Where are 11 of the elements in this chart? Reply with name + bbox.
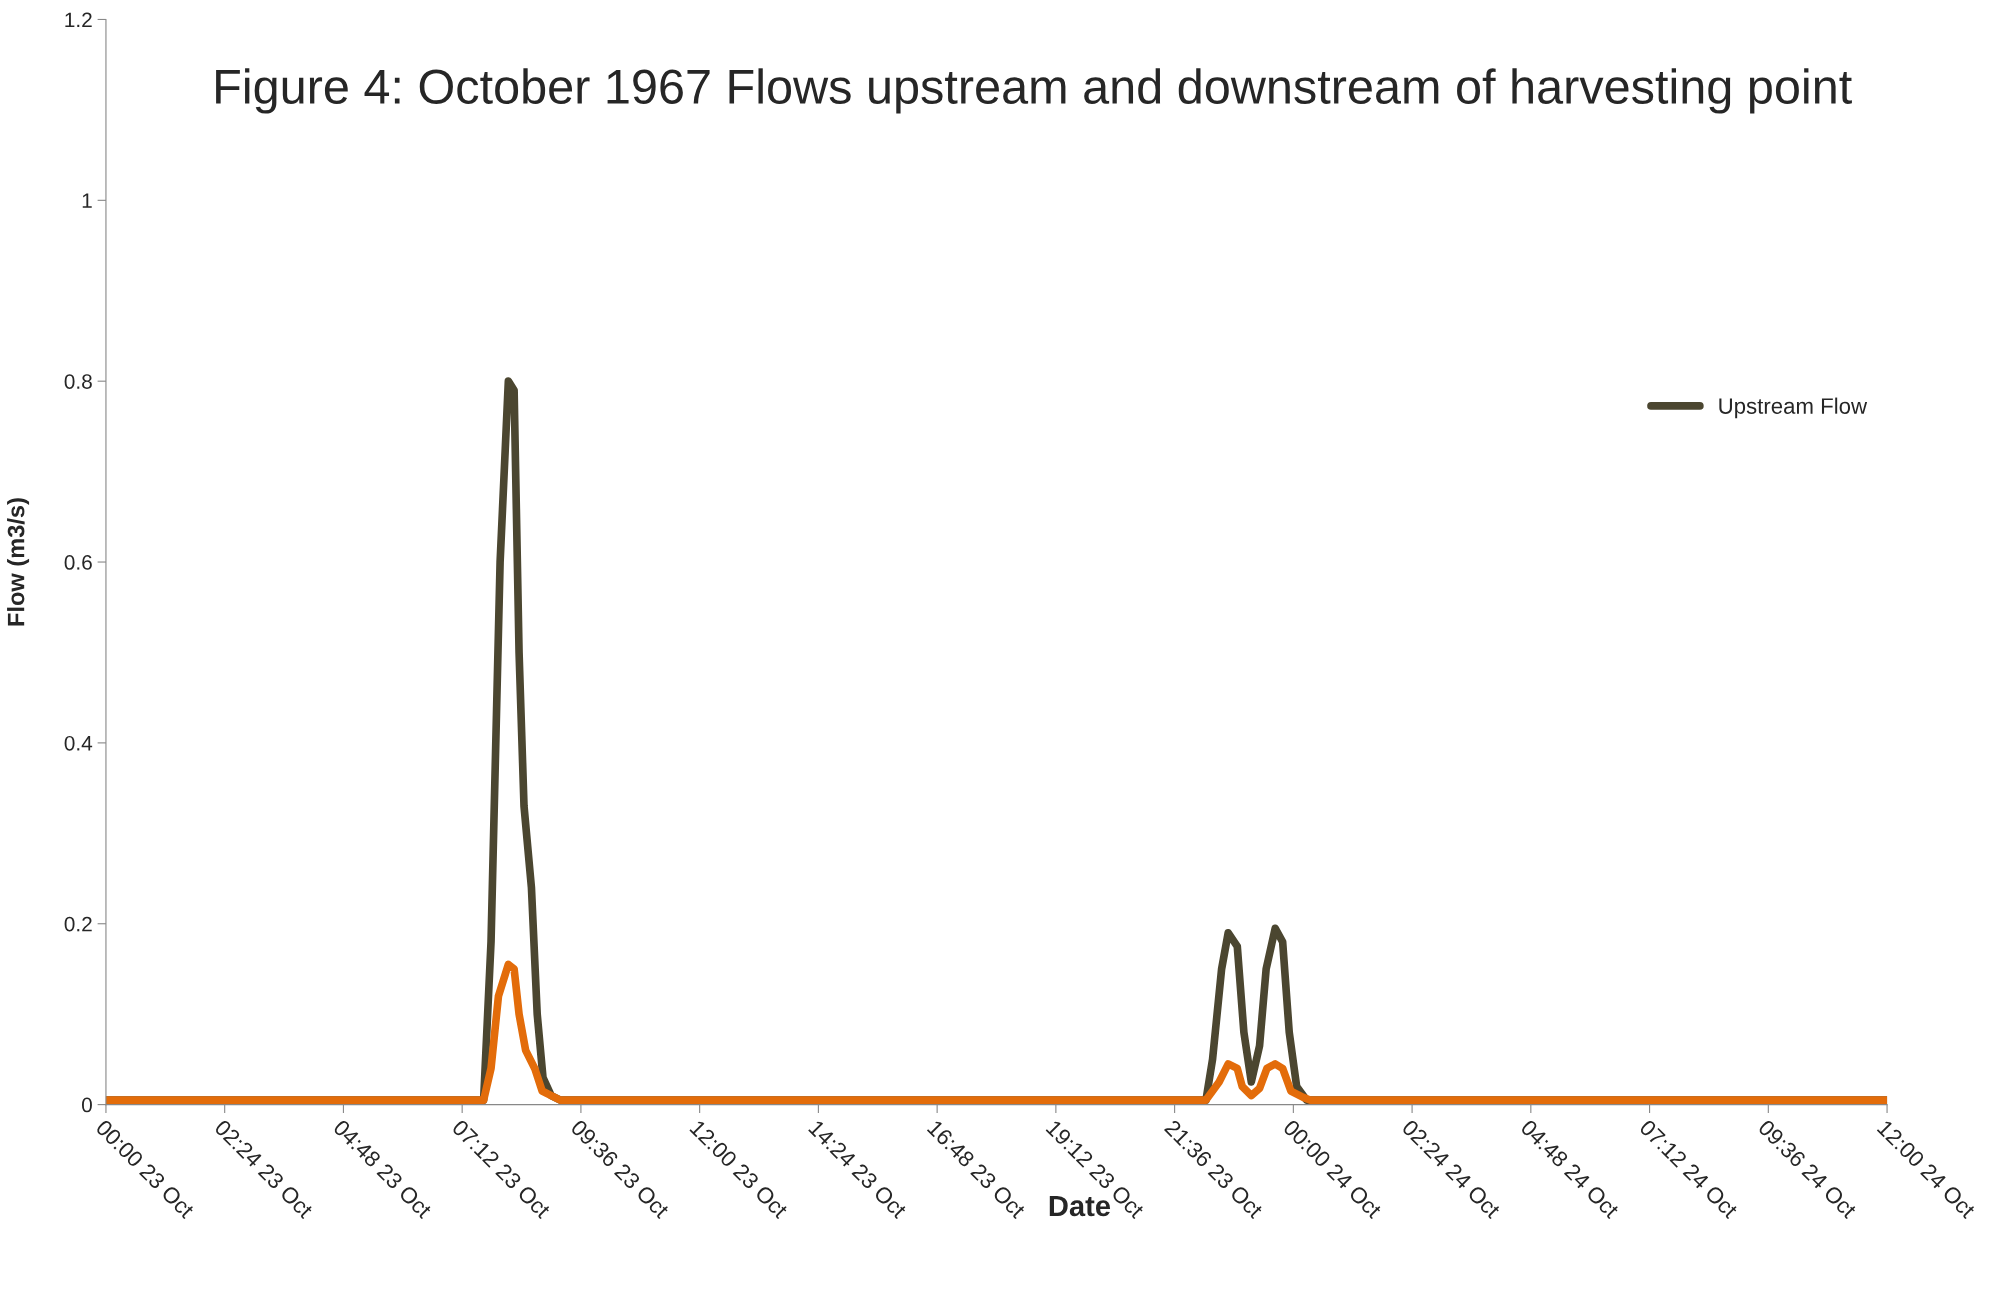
y-tick-label: 0.6 (64, 555, 92, 570)
legend-label: Upstream Flow (1719, 397, 1868, 419)
y-tick-label: 1 (82, 193, 92, 208)
y-tick-label: 0 (81, 1097, 92, 1113)
y-axis-title: Flow (m3/s) (7, 498, 30, 626)
y-tick-label: 0.4 (64, 735, 93, 751)
y-tick-label: 0.2 (64, 916, 92, 932)
x-axis-title: Date (1049, 1195, 1111, 1217)
y-tick-label: 0.8 (64, 374, 92, 389)
text: Figure 4: October 1967 Flows upstream and downstream of harvesting point (216, 68, 1852, 114)
y-tick-label: 1.2 (65, 12, 92, 28)
